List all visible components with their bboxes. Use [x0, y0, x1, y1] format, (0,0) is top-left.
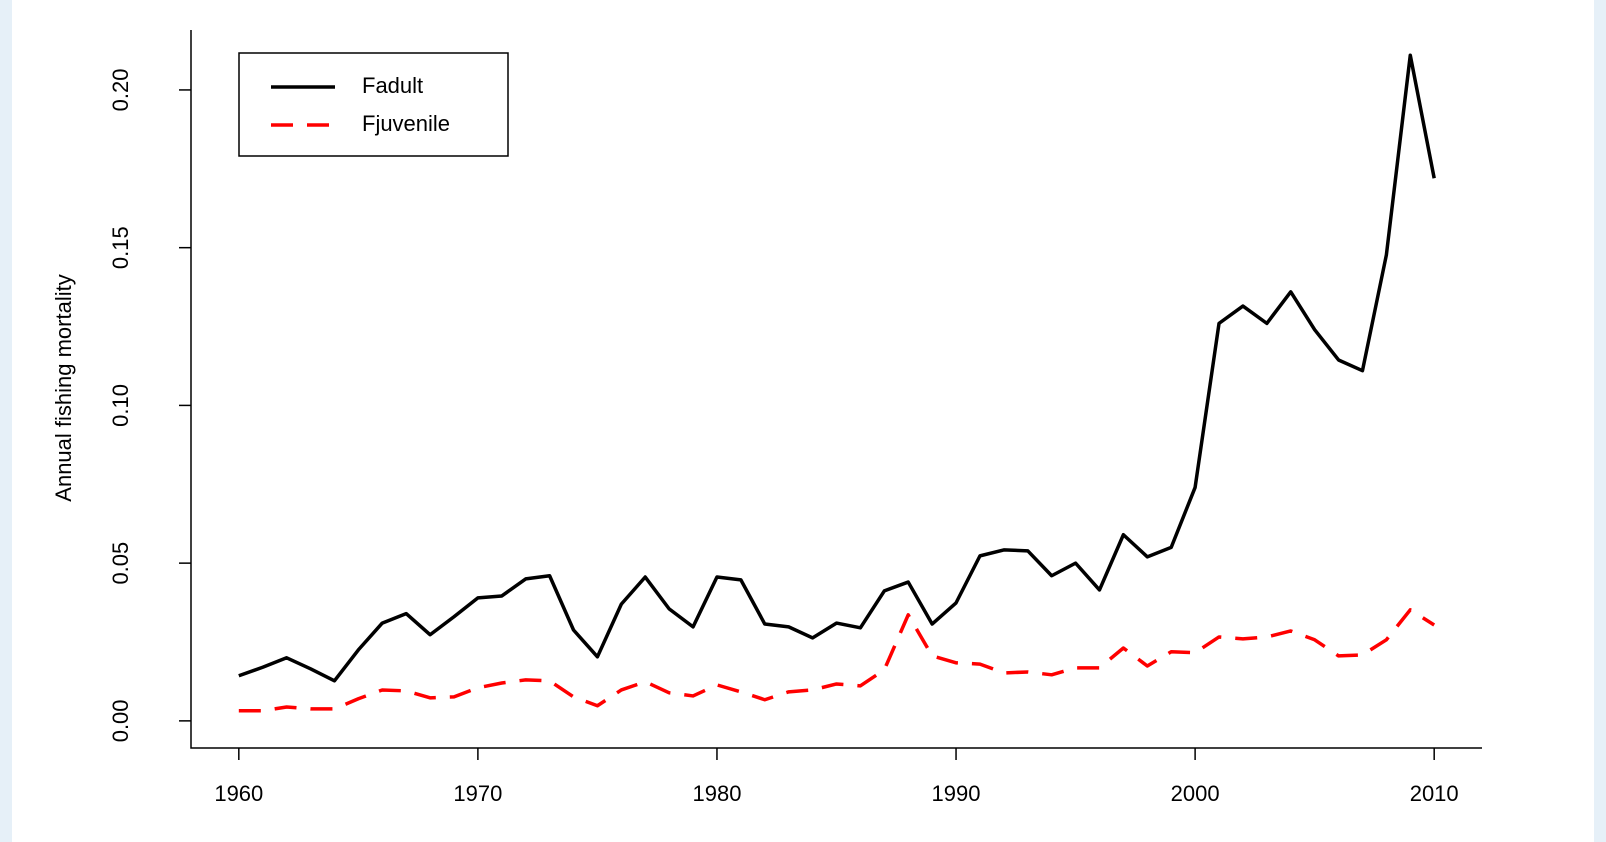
y-axis-label: Annual fishing mortality — [51, 274, 76, 501]
axis-line — [190, 30, 1482, 749]
legend-label: Fjuvenile — [362, 111, 450, 136]
x-tick-label: 1980 — [692, 781, 741, 806]
x-tick-label: 1990 — [932, 781, 981, 806]
y-tick-label: 0.15 — [108, 226, 133, 269]
data-line — [238, 53, 1436, 683]
legend-label: Fadult — [362, 73, 423, 98]
y-tick-label: 0.05 — [108, 542, 133, 585]
x-tick-label: 1960 — [214, 781, 263, 806]
y-tick-label: 0.20 — [108, 69, 133, 112]
x-tick-label: 1970 — [453, 781, 502, 806]
y-tick-label: 0.00 — [108, 699, 133, 742]
data-line — [238, 608, 1436, 713]
x-tick-label: 2000 — [1171, 781, 1220, 806]
y-tick-label: 0.10 — [108, 384, 133, 427]
x-tick-label: 2010 — [1410, 781, 1459, 806]
legend-box — [238, 52, 509, 157]
